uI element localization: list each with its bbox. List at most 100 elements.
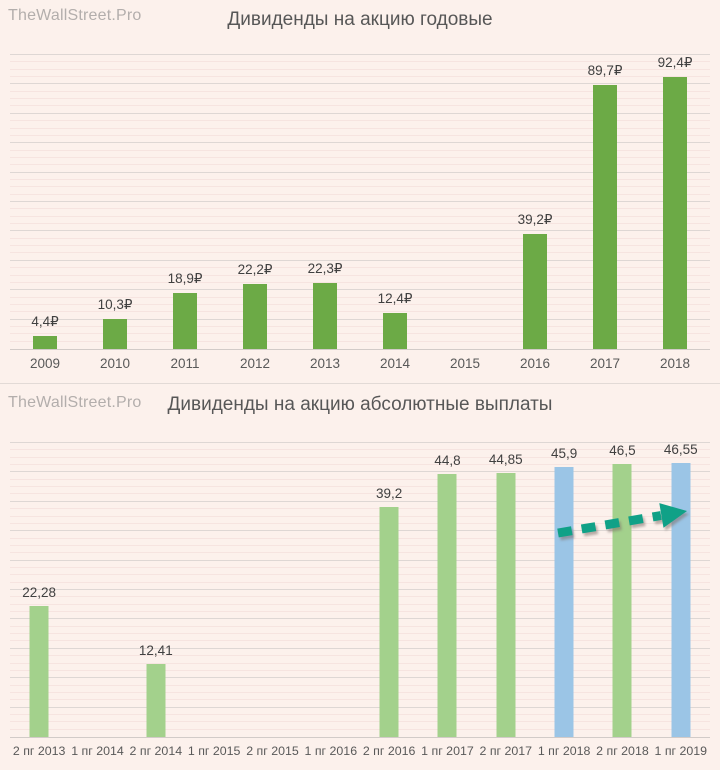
bar-2012	[243, 283, 267, 349]
bar-slot-2012: 22,2₽	[220, 55, 290, 349]
gridline-major	[10, 318, 710, 320]
value-label-2011: 18,9₽	[167, 271, 203, 287]
gridline-minor	[10, 252, 710, 254]
gridline-minor	[10, 603, 710, 605]
gridline-minor	[10, 186, 710, 188]
gridline-major	[10, 706, 710, 708]
x-axis-label-2009: 2009	[29, 356, 61, 371]
bar-1 пг 2017	[437, 473, 457, 737]
x-axis-label-1 пг 2015: 1 пг 2015	[187, 744, 241, 758]
gridline-minor	[10, 596, 710, 598]
gridline-minor	[10, 449, 710, 451]
x-axis-label-2 пг 2018: 2 пг 2018	[596, 744, 649, 758]
gridline-major	[10, 54, 710, 55]
gridline-minor	[10, 456, 710, 458]
x-axis-label-2014: 2014	[379, 356, 411, 371]
x-axis-label-2017: 2017	[589, 356, 621, 371]
gridline-minor	[10, 90, 710, 92]
gridline-minor	[10, 566, 710, 568]
gridline-major	[10, 677, 710, 679]
bar-2014	[383, 312, 407, 349]
x-axis-label-2010: 2010	[99, 356, 131, 371]
bar-slot-1 пг 2014	[68, 443, 126, 737]
gridline-minor	[10, 311, 710, 313]
x-axis-label-2013: 2013	[309, 356, 341, 371]
x-axis-label-1 пг 2018: 1 пг 2018	[537, 744, 591, 758]
gridline-minor	[10, 237, 710, 239]
value-label-2 пг 2018: 46,5	[609, 442, 636, 458]
trend-arrow-icon	[557, 503, 687, 538]
gridline-major	[10, 142, 710, 144]
value-label-2013: 22,3₽	[307, 261, 343, 277]
chart-title-annual: Дивиденды на акцию годовые	[227, 9, 493, 30]
bar-2010	[103, 318, 127, 349]
bar-series: 4,4₽ 10,3₽ 18,9₽ 22,2₽ 22,3₽ 12,4₽ 39,2₽ 89,7₽ 9…	[10, 55, 710, 349]
gridline-minor	[10, 537, 710, 539]
gridline-minor	[10, 105, 710, 107]
bar-2 пг 2017	[496, 473, 516, 737]
x-axis-label-2 пг 2015: 2 пг 2015	[246, 744, 299, 758]
gridline-minor	[10, 544, 710, 546]
bar-2009	[33, 336, 57, 349]
chart-annual-dividends: TheWallStreet.Pro Дивиденды на акцию год…	[0, 0, 720, 383]
value-label-2009: 4,4₽	[31, 314, 59, 330]
gridline-minor	[10, 127, 710, 129]
gridline-major	[10, 500, 710, 502]
value-label-2 пг 2013: 22,28	[22, 585, 57, 600]
gridline-minor	[10, 156, 710, 158]
gridline-minor	[10, 193, 710, 195]
bar-slot-2 пг 2017: 44,85	[477, 443, 535, 737]
bar-slot-2 пг 2014: 12,41	[127, 443, 185, 737]
trend-arrow-shaft	[557, 511, 662, 538]
x-axis-label-1 пг 2016: 1 пг 2016	[304, 744, 358, 758]
bar-2017	[593, 85, 617, 349]
gridline-minor	[10, 208, 710, 210]
bar-slot-1 пг 2017: 44,8	[418, 443, 476, 737]
gridline-minor	[10, 120, 710, 122]
gridline-major	[10, 442, 710, 443]
gridline-minor	[10, 464, 710, 466]
x-axis-label-2018: 2018	[659, 356, 691, 371]
value-label-1 пг 2019: 46,55	[663, 442, 698, 458]
bar-1 пг 2019	[671, 463, 691, 737]
gridline-minor	[10, 486, 710, 488]
bar-slot-1 пг 2016	[302, 443, 360, 737]
bar-slot-2 пг 2015	[243, 443, 301, 737]
x-axis-labels-annual: 2009 2010 2011 2012 2013 2014 2015 2016 2017 2018	[10, 356, 710, 371]
gridline-minor	[10, 325, 710, 327]
gridline-minor	[10, 303, 710, 305]
gridline-minor	[10, 149, 710, 151]
gridline-minor	[10, 728, 710, 730]
bar-slot-2014: 12,4₽	[360, 55, 430, 349]
gridline-minor	[10, 684, 710, 686]
x-axis-label-1 пг 2017: 1 пг 2017	[421, 744, 474, 758]
bar-2 пг 2016	[379, 506, 399, 737]
gridline-minor	[10, 581, 710, 583]
gridline-minor	[10, 721, 710, 723]
bar-2013	[313, 283, 337, 349]
gridline-major	[10, 647, 710, 649]
value-label-1 пг 2018: 45,9	[550, 446, 578, 462]
gridline-major	[10, 112, 710, 114]
gridline-minor	[10, 691, 710, 693]
gridline-minor	[10, 164, 710, 166]
gridline-minor	[10, 340, 710, 342]
gridline-minor	[10, 508, 710, 510]
x-axis-label-2 пг 2014: 2 пг 2014	[129, 744, 183, 758]
x-axis-label-2015: 2015	[449, 356, 481, 371]
bar-2011	[173, 293, 197, 349]
gridline-minor	[10, 655, 710, 657]
gridline-minor	[10, 61, 710, 63]
plot-area-payouts: 22,28 12,41 39,2 44,8 44,85 45,9 46,5 46,55	[10, 442, 710, 738]
gridline-minor	[10, 68, 710, 70]
gridline-minor	[10, 478, 710, 480]
gridline-minor	[10, 662, 710, 664]
x-axis-label-2011: 2011	[170, 356, 200, 371]
gridlines	[10, 442, 710, 737]
gridline-minor	[10, 223, 710, 225]
gridline-minor	[10, 296, 710, 298]
gridline-minor	[10, 493, 710, 495]
value-label-2018: 92,4₽	[657, 55, 693, 71]
bar-slot-2 пг 2016: 39,2	[360, 443, 418, 737]
bar-slot-2018: 92,4₽	[640, 55, 710, 349]
